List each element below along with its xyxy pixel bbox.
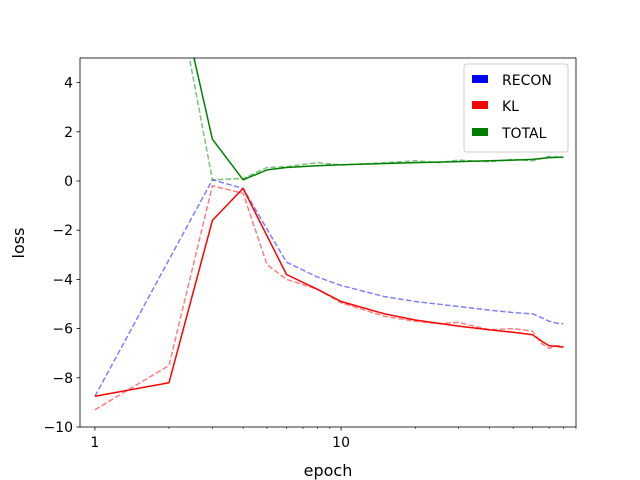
x-axis-ticks: 1 10 bbox=[90, 427, 577, 451]
y-axis-ticks: −10 −8 −6 −4 −2 0 2 4 bbox=[43, 76, 80, 436]
y-tick-label: −6 bbox=[52, 322, 73, 338]
legend-label-recon: RECON bbox=[502, 73, 552, 89]
y-axis-label: loss bbox=[9, 228, 28, 259]
series-line-recon bbox=[94, 179, 564, 397]
legend-label-kl: KL bbox=[502, 99, 519, 115]
series-layer bbox=[94, 58, 564, 411]
legend-swatch-kl bbox=[472, 101, 488, 109]
y-tick-label: 2 bbox=[64, 125, 73, 141]
series-line-total-dashed bbox=[188, 58, 564, 181]
legend-frame bbox=[463, 63, 569, 153]
legend-swatch-recon bbox=[472, 75, 488, 83]
series-line-kl-dashed bbox=[94, 185, 564, 411]
plot-frame bbox=[79, 57, 577, 428]
y-tick-label: 0 bbox=[64, 174, 73, 190]
y-tick-label: −10 bbox=[43, 420, 73, 436]
y-tick-label: −8 bbox=[52, 371, 73, 387]
x-tick-label: 1 bbox=[90, 435, 99, 451]
x-axis-label: epoch bbox=[304, 461, 353, 480]
legend: RECON KL TOTAL bbox=[463, 63, 569, 153]
y-tick-label: −4 bbox=[52, 272, 73, 288]
legend-label-total: TOTAL bbox=[501, 126, 547, 142]
legend-swatch-total bbox=[472, 128, 488, 136]
y-tick-label: 4 bbox=[64, 76, 73, 92]
series-line-kl bbox=[94, 187, 564, 398]
y-tick-label: −2 bbox=[52, 223, 73, 239]
x-tick-label: 10 bbox=[332, 435, 350, 451]
